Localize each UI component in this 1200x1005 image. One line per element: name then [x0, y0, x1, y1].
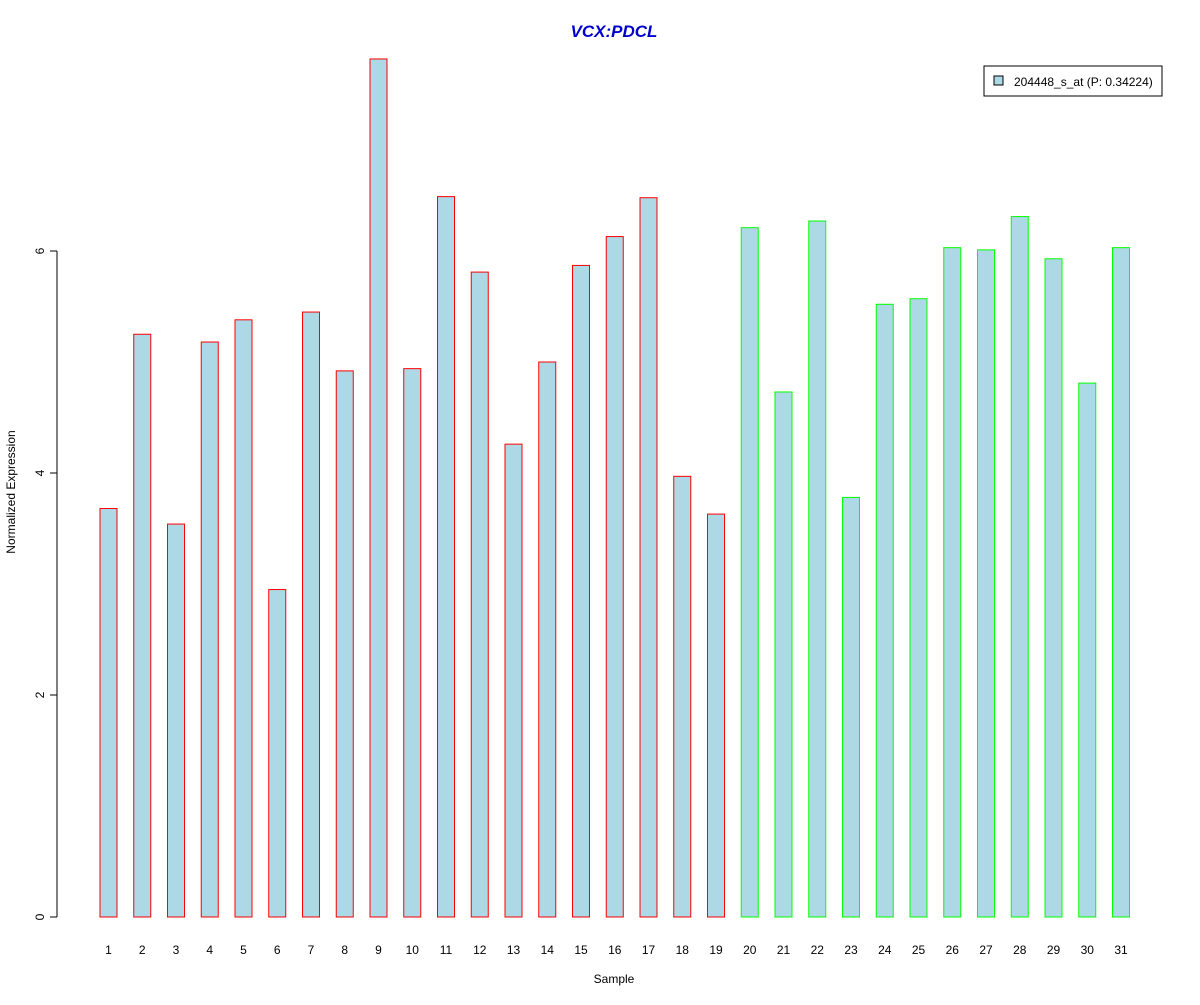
bar-sample-2 [133, 333, 152, 918]
bar-sample-27 [977, 249, 995, 918]
bar-sample-20 [740, 227, 759, 918]
bar-sample-8 [335, 370, 354, 918]
x-tick-label: 6 [274, 943, 281, 957]
chart-legend: 204448_s_at (P: 0.34224) [983, 65, 1163, 97]
x-tick-label: 29 [1047, 943, 1061, 957]
x-tick-label: 21 [777, 943, 791, 957]
legend-label: 204448_s_at (P: 0.34224) [1014, 75, 1153, 89]
bar-sample-23 [842, 496, 860, 918]
bar-sample-18 [673, 475, 692, 918]
bar-sample-1 [99, 508, 118, 918]
bar-sample-11 [437, 196, 455, 918]
x-tick-label: 9 [375, 943, 382, 957]
x-tick-label: 18 [676, 943, 690, 957]
x-tick-label: 24 [878, 943, 892, 957]
x-tick-label: 25 [912, 943, 926, 957]
bar-sample-17 [639, 197, 658, 918]
bar-sample-21 [774, 391, 793, 918]
bar-sample-12 [470, 271, 489, 918]
x-tick-label: 23 [844, 943, 858, 957]
plot-area [99, 58, 1130, 918]
x-tick-label: 8 [341, 943, 348, 957]
x-tick-label: 16 [608, 943, 622, 957]
bar-sample-3 [167, 523, 185, 918]
x-tick-label: 22 [811, 943, 825, 957]
bar-sample-14 [538, 361, 557, 918]
x-tick-label: 19 [709, 943, 723, 957]
bar-sample-7 [302, 311, 320, 918]
x-tick-label: 10 [406, 943, 420, 957]
x-tick-label: 5 [240, 943, 247, 957]
legend-swatch [993, 75, 1004, 86]
y-tick-label: 4 [33, 469, 47, 476]
x-tick-label: 11 [440, 943, 453, 957]
bar-sample-6 [268, 589, 287, 918]
y-axis: 0 2 4 6 [33, 247, 58, 920]
bar-sample-16 [605, 236, 624, 918]
bar-sample-4 [200, 341, 219, 918]
bar-sample-9 [369, 58, 388, 918]
x-tick-label: 1 [105, 943, 112, 957]
x-tick-label: 14 [541, 943, 555, 957]
x-tick-label: 17 [642, 943, 656, 957]
legend-box [983, 65, 1163, 97]
x-tick-label: 13 [507, 943, 521, 957]
bar-sample-19 [707, 513, 725, 918]
bar-sample-24 [875, 303, 894, 918]
x-tick-label: 3 [173, 943, 180, 957]
bar-sample-13 [504, 443, 523, 918]
x-tick-label: 15 [574, 943, 588, 957]
x-tick-label: 28 [1013, 943, 1027, 957]
bar-sample-22 [808, 220, 827, 918]
x-tick-label: 7 [308, 943, 315, 957]
x-tick-label: 20 [743, 943, 757, 957]
bar-sample-25 [909, 298, 928, 918]
bar-sample-26 [943, 247, 962, 918]
x-tick-label: 4 [206, 943, 213, 957]
bar-sample-29 [1044, 258, 1063, 918]
x-tick-label: 31 [1114, 943, 1128, 957]
bar-sample-31 [1112, 247, 1130, 918]
x-axis: 1 2 3 4 5 6 7 8 9 10 11 12 13 14 15 16 17 18 19 20 21 22 23 24 2… [105, 943, 1128, 957]
x-axis-label: Sample [594, 972, 635, 986]
y-tick-label: 6 [33, 247, 47, 254]
y-axis-label: Normalized Expression [4, 430, 18, 553]
bar-sample-30 [1078, 382, 1097, 918]
x-tick-label: 2 [139, 943, 146, 957]
y-tick-label: 0 [33, 913, 47, 920]
bar-sample-15 [572, 264, 590, 918]
chart-title: VCX:PDCL [571, 22, 658, 41]
x-tick-label: 30 [1081, 943, 1095, 957]
bar-sample-5 [234, 319, 253, 918]
bar-sample-28 [1010, 216, 1029, 918]
x-tick-label: 27 [979, 943, 993, 957]
bar-sample-10 [403, 368, 422, 918]
x-tick-label: 26 [946, 943, 960, 957]
x-tick-label: 12 [473, 943, 487, 957]
y-tick-label: 2 [33, 691, 47, 698]
